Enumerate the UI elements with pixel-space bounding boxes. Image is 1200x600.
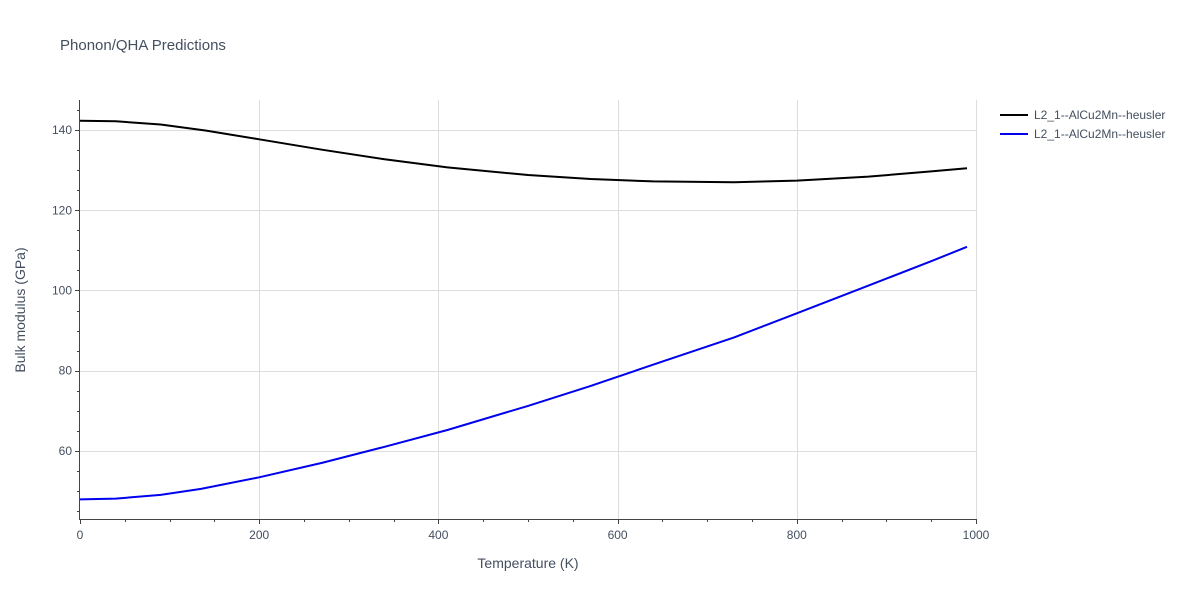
series-line-2	[79, 245, 968, 501]
x-tick-label: 600	[608, 528, 628, 542]
x-tick-label: 0	[77, 528, 84, 542]
series-lines	[79, 119, 968, 501]
y-tick-label: 60	[59, 444, 73, 458]
y-tick-label: 80	[59, 364, 73, 378]
axis-ticks: 0 200 400 600 800 1000 60 80 100 120 140	[52, 110, 990, 542]
y-axis-title: Bulk modulus (GPa)	[12, 247, 28, 372]
legend[interactable]: L2_1--AlCu2Mn--heusler L2_1--AlCu2Mn--heu…	[1000, 108, 1165, 141]
legend-item-1[interactable]: L2_1--AlCu2Mn--heusler	[1000, 108, 1165, 122]
x-tick-label: 200	[249, 528, 269, 542]
y-tick-label: 120	[52, 203, 72, 217]
legend-label: L2_1--AlCu2Mn--heusler	[1034, 127, 1165, 141]
legend-label: L2_1--AlCu2Mn--heusler	[1034, 108, 1165, 122]
y-tick-label: 140	[52, 123, 72, 137]
legend-item-2[interactable]: L2_1--AlCu2Mn--heusler	[1000, 127, 1165, 141]
x-axis-title: Temperature (K)	[477, 555, 578, 571]
x-tick-label: 1000	[963, 528, 990, 542]
grid	[80, 100, 977, 519]
x-tick-label: 400	[428, 528, 448, 542]
chart-title: Phonon/QHA Predictions	[60, 37, 226, 54]
series-line-1	[79, 119, 968, 184]
x-tick-label: 800	[787, 528, 807, 542]
y-tick-label: 100	[52, 283, 72, 297]
